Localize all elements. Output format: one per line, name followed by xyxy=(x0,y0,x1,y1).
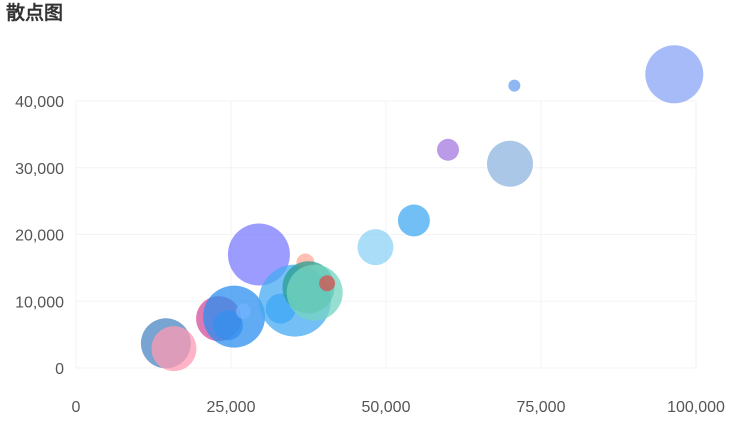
data-point[interactable] xyxy=(235,303,251,319)
y-tick-label: 0 xyxy=(55,361,64,378)
x-tick-label: 75,000 xyxy=(517,399,566,416)
y-tick-label: 40,000 xyxy=(15,94,64,111)
data-point[interactable] xyxy=(437,138,459,161)
y-axis-ticks: 0 10,000 20,000 30,000 40,000 xyxy=(15,94,64,378)
grid xyxy=(75,100,697,369)
data-point[interactable] xyxy=(286,264,343,321)
x-tick-label: 25,000 xyxy=(207,399,256,416)
y-tick-label: 30,000 xyxy=(15,161,64,178)
y-tick-label: 10,000 xyxy=(15,294,64,311)
data-point[interactable] xyxy=(151,326,197,372)
x-tick-label: 100,000 xyxy=(667,399,725,416)
chart-title: 散点图 xyxy=(6,2,64,24)
y-tick-label: 20,000 xyxy=(15,228,64,245)
data-points xyxy=(140,45,704,372)
data-point[interactable] xyxy=(508,79,521,92)
data-point[interactable] xyxy=(357,229,394,266)
x-tick-label: 0 xyxy=(72,399,81,416)
x-tick-label: 50,000 xyxy=(362,399,411,416)
data-point[interactable] xyxy=(319,275,336,292)
x-axis-ticks: 0 25,000 50,000 75,000 100,000 xyxy=(72,399,725,416)
data-point[interactable] xyxy=(227,223,290,286)
data-point[interactable] xyxy=(397,204,430,237)
data-point[interactable] xyxy=(487,140,533,187)
data-point[interactable] xyxy=(645,45,704,104)
data-point[interactable] xyxy=(203,285,266,348)
